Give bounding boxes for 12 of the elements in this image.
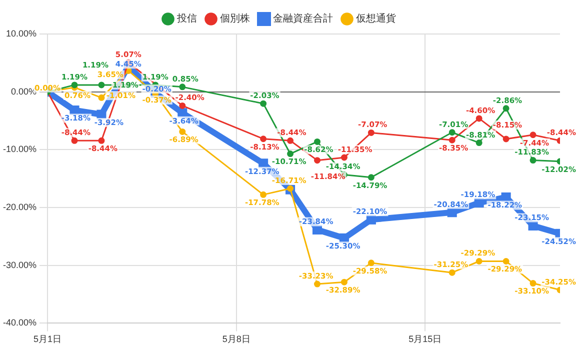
- y-tick-label: -20.00%: [2, 202, 37, 212]
- x-tick-label: 5月15日: [408, 334, 442, 344]
- x-tick-label: 5月8日: [222, 334, 250, 344]
- y-tick-label: -30.00%: [2, 260, 37, 270]
- legend-label: 個別株: [220, 12, 250, 25]
- legend-label: 投信: [176, 12, 197, 25]
- y-tick-label: -40.00%: [2, 318, 37, 328]
- x-tick-label: 5月1日: [34, 334, 62, 344]
- legend-label: 金融資産合計: [273, 12, 333, 25]
- y-tick-label: 10.00%: [6, 28, 37, 38]
- legend-label: 仮想通貨: [356, 12, 396, 25]
- y-tick-label: -10.00%: [2, 144, 37, 154]
